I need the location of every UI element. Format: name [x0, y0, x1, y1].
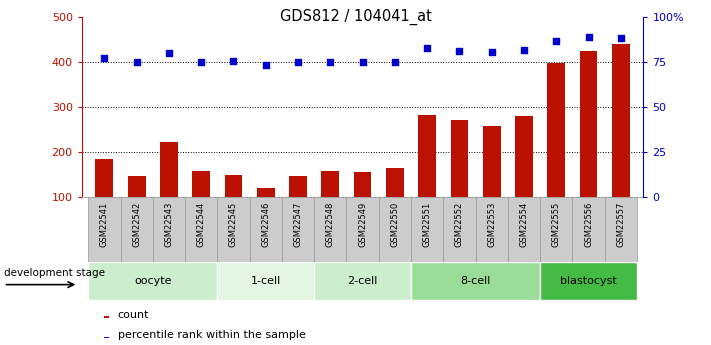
Bar — [451, 119, 469, 242]
Bar — [540, 197, 572, 262]
Bar — [120, 197, 153, 262]
Bar — [105, 337, 109, 338]
Bar — [218, 197, 250, 262]
Point — [518, 47, 530, 52]
Point — [583, 35, 594, 40]
Bar — [193, 171, 210, 242]
Text: GSM22554: GSM22554 — [520, 202, 528, 247]
Point — [486, 49, 498, 55]
Text: percentile rank within the sample: percentile rank within the sample — [117, 330, 306, 340]
Text: GSM22543: GSM22543 — [164, 202, 173, 247]
Point — [454, 48, 465, 53]
Point — [164, 50, 175, 56]
Bar — [605, 197, 637, 262]
Point — [260, 62, 272, 68]
Bar — [128, 177, 146, 242]
Text: GSM22547: GSM22547 — [294, 202, 303, 247]
Bar — [218, 262, 314, 300]
Text: development stage: development stage — [4, 268, 105, 278]
Point — [357, 59, 368, 65]
Text: GSM22546: GSM22546 — [261, 202, 270, 247]
Bar — [540, 262, 637, 300]
Point — [615, 36, 626, 41]
Bar — [515, 116, 533, 242]
Bar — [572, 197, 605, 262]
Point — [196, 59, 207, 65]
Bar — [476, 197, 508, 262]
Text: GSM22544: GSM22544 — [197, 202, 205, 247]
Point — [99, 55, 110, 60]
Bar — [105, 316, 109, 318]
Text: GSM22553: GSM22553 — [487, 202, 496, 247]
Bar — [314, 197, 346, 262]
Text: GSM22545: GSM22545 — [229, 202, 238, 247]
Text: oocyte: oocyte — [134, 276, 171, 286]
Text: blastocyst: blastocyst — [560, 276, 617, 286]
Text: GSM22542: GSM22542 — [132, 202, 141, 247]
Text: GSM22551: GSM22551 — [422, 202, 432, 247]
Bar — [379, 197, 411, 262]
Bar — [250, 197, 282, 262]
Bar — [508, 197, 540, 262]
Bar — [411, 262, 540, 300]
Bar — [444, 197, 476, 262]
Text: GSM22552: GSM22552 — [455, 202, 464, 247]
Point — [550, 38, 562, 43]
Bar — [282, 197, 314, 262]
Bar — [411, 197, 444, 262]
Bar — [88, 262, 218, 300]
Bar — [418, 115, 436, 242]
Text: GSM22557: GSM22557 — [616, 202, 626, 247]
Text: 2-cell: 2-cell — [348, 276, 378, 286]
Bar — [160, 142, 178, 242]
Bar — [483, 126, 501, 242]
Bar — [88, 197, 120, 262]
Bar — [225, 175, 242, 241]
Bar — [321, 171, 339, 242]
Bar — [185, 197, 218, 262]
Bar — [95, 159, 113, 242]
Text: GDS812 / 104041_at: GDS812 / 104041_at — [279, 9, 432, 25]
Point — [292, 59, 304, 65]
Bar — [579, 51, 597, 241]
Text: GSM22549: GSM22549 — [358, 202, 367, 247]
Text: count: count — [117, 309, 149, 319]
Bar — [547, 63, 565, 242]
Bar — [153, 197, 185, 262]
Bar — [346, 197, 379, 262]
Bar — [354, 172, 371, 242]
Point — [131, 59, 142, 65]
Text: 1-cell: 1-cell — [251, 276, 281, 286]
Bar — [257, 188, 274, 241]
Point — [325, 59, 336, 65]
Point — [422, 45, 433, 50]
Text: 8-cell: 8-cell — [461, 276, 491, 286]
Bar — [314, 262, 411, 300]
Point — [228, 58, 239, 63]
Bar — [386, 168, 404, 241]
Text: GSM22550: GSM22550 — [390, 202, 400, 247]
Text: GSM22556: GSM22556 — [584, 202, 593, 247]
Bar — [612, 44, 630, 241]
Text: GSM22541: GSM22541 — [100, 202, 109, 247]
Point — [389, 59, 400, 65]
Bar — [289, 177, 307, 242]
Text: GSM22548: GSM22548 — [326, 202, 335, 247]
Text: GSM22555: GSM22555 — [552, 202, 561, 247]
